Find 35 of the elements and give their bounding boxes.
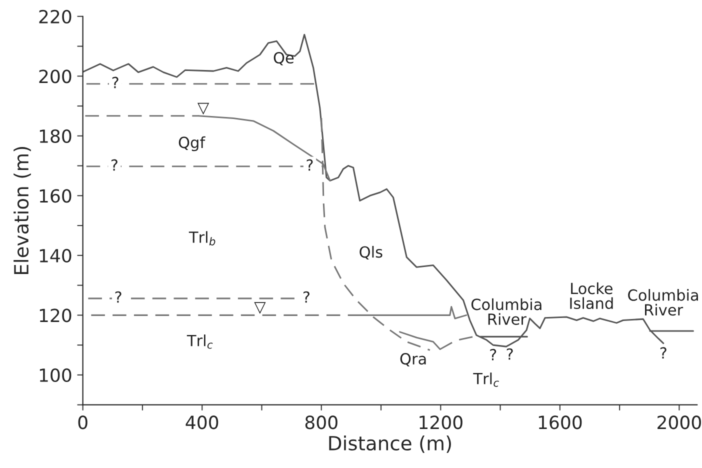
annotation: Trl$_{c}$ [473, 372, 499, 387]
x-tick-label: 1200 [420, 416, 462, 430]
y-tick-label: 160 [40, 189, 72, 203]
x-tick-label: 0 [78, 416, 88, 430]
annotation: Columbia River [471, 298, 542, 325]
annotation: Qls [360, 246, 382, 260]
annotation: ? [306, 159, 313, 171]
annotation: ? [490, 348, 496, 360]
y-tick-label: 120 [40, 308, 72, 322]
annotation: ? [506, 348, 513, 360]
x-tick-label: 1600 [538, 416, 582, 430]
annotation: Qgf [178, 136, 206, 152]
x-axis-title: Distance (m) [329, 435, 451, 453]
annotation: ▽ [197, 102, 210, 115]
x-tick-label: 2000 [658, 416, 701, 430]
annotation: ? [112, 76, 118, 88]
annotation: Qra [400, 353, 426, 366]
x-tick-label: 400 [186, 416, 218, 430]
annotation: ? [660, 347, 666, 358]
annotation: Qe [274, 52, 294, 66]
annotation: ? [304, 291, 310, 303]
y-tick-label: 100 [40, 368, 72, 382]
y-tick-label: 220 [39, 10, 72, 24]
y-tick-label: 200 [39, 70, 72, 84]
y-axis-title: Elevation (m) [14, 146, 31, 274]
x-tick-label: 800 [305, 416, 338, 430]
annotation: Columbia River [628, 289, 698, 316]
annotation: ? [111, 159, 118, 171]
annotation: ▽ [254, 302, 266, 314]
annotation: Trl$_{b}$ [188, 231, 216, 246]
y-tick-label: 180 [40, 129, 72, 144]
annotation: ? [115, 291, 122, 303]
y-tick-label: 140 [40, 248, 72, 263]
annotation: Locke Island [570, 282, 613, 310]
annotation: Trl$_{c}$ [186, 334, 213, 349]
